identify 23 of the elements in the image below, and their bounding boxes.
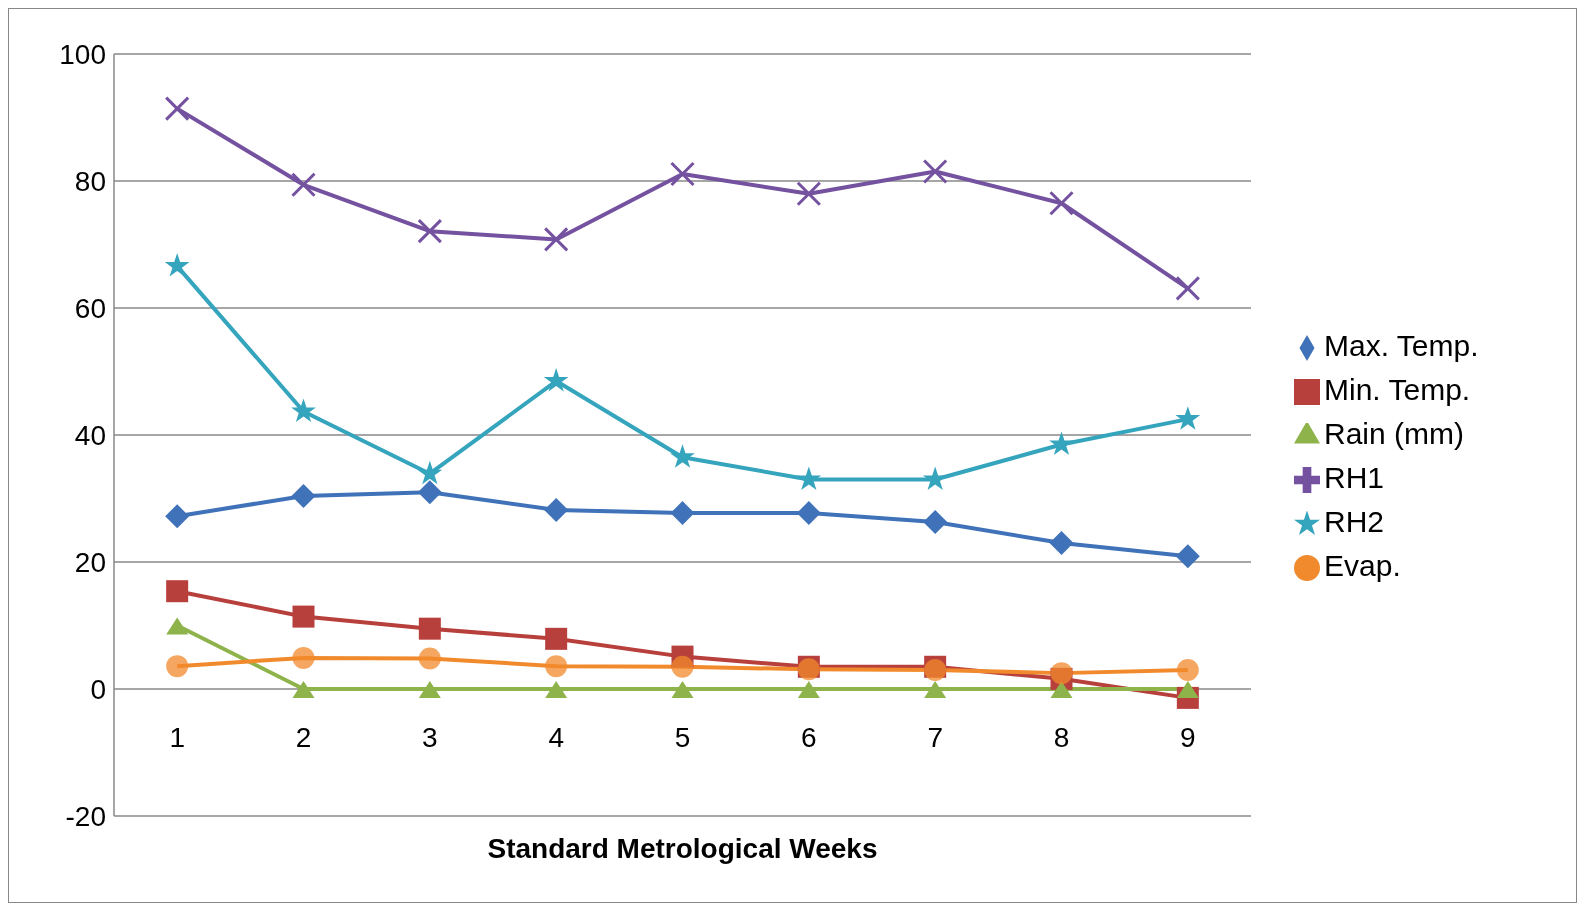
y-tick-label: 60 [74,292,106,324]
legend-label: RH1 [1324,460,1385,494]
x-tick-label: 9 [1180,722,1196,753]
y-tick-label: -20 [65,800,106,832]
y-tick-label: 100 [59,38,106,70]
legend-label: Min. Temp. [1324,372,1471,406]
legend-label: Evap. [1324,548,1401,582]
x-tick-label: 2 [295,722,312,753]
x-tick-label: 3 [422,722,438,753]
y-tick-label: 80 [74,165,106,197]
x-tick-label: 8 [1053,722,1070,753]
x-tick-label: 1 [169,722,185,753]
y-tick-label: 20 [74,546,106,578]
y-tick-label: 40 [74,419,106,451]
x-tick-label: 6 [801,722,817,753]
legend-label: Rain (mm) [1324,416,1464,450]
y-tick-label: 0 [90,673,106,705]
x-tick-label: 5 [674,722,691,753]
legend-label: Max. Temp. [1324,328,1479,362]
x-tick-label: 4 [548,722,564,753]
x-axis-title: Standard Metrological Weeks [487,833,878,864]
legend-label: RH2 [1324,504,1385,538]
x-tick-label: 7 [927,722,943,753]
